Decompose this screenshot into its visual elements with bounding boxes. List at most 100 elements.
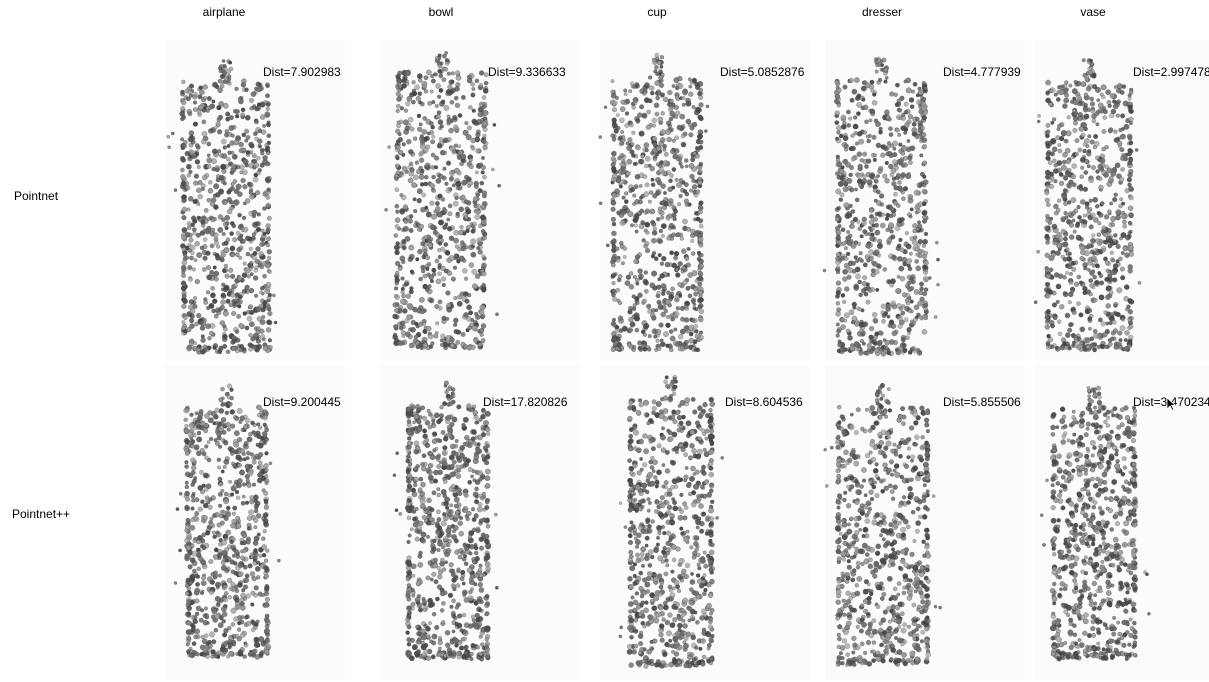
- point: [224, 392, 230, 397]
- point: [223, 498, 229, 505]
- point: [1100, 321, 1106, 327]
- point: [209, 103, 215, 109]
- point: [190, 470, 196, 475]
- point: [238, 141, 244, 148]
- point: [1128, 251, 1134, 257]
- point: [237, 304, 242, 309]
- point: [221, 231, 226, 237]
- point: [904, 305, 910, 312]
- point: [433, 333, 439, 339]
- point: [655, 95, 660, 101]
- point: [884, 340, 890, 346]
- point: [238, 294, 243, 300]
- point: [247, 563, 253, 569]
- point: [192, 618, 198, 625]
- point: [260, 151, 265, 156]
- point: [1044, 324, 1050, 330]
- point: [245, 478, 250, 483]
- point: [1083, 107, 1088, 113]
- point: [663, 331, 669, 338]
- point: [481, 254, 486, 259]
- point: [180, 137, 185, 142]
- point: [184, 460, 189, 465]
- point: [1051, 252, 1056, 257]
- point: [448, 255, 455, 262]
- point: [872, 317, 879, 324]
- point: [891, 254, 897, 260]
- point: [197, 485, 204, 491]
- point: [191, 267, 196, 272]
- point: [1089, 283, 1094, 288]
- point: [436, 517, 442, 522]
- point: [677, 333, 684, 340]
- point: [1113, 304, 1118, 308]
- point: [690, 318, 696, 323]
- point: [442, 224, 448, 230]
- point: [213, 232, 219, 238]
- point: [262, 345, 269, 351]
- point: [662, 96, 669, 103]
- point: [217, 476, 223, 482]
- point: [659, 261, 665, 266]
- point: [656, 146, 662, 152]
- point: [187, 111, 193, 117]
- point: [213, 654, 218, 659]
- point: [475, 209, 481, 215]
- point: [1092, 197, 1098, 203]
- point: [272, 293, 276, 298]
- point: [180, 89, 185, 95]
- point: [438, 69, 444, 75]
- point: [837, 181, 844, 187]
- point: [216, 552, 223, 558]
- point: [862, 341, 866, 346]
- point: [1060, 228, 1066, 234]
- point: [1079, 187, 1084, 192]
- point: [611, 192, 618, 199]
- point: [907, 266, 913, 272]
- point: [264, 597, 270, 602]
- point: [447, 203, 453, 209]
- point: [687, 293, 693, 299]
- point: [264, 602, 270, 607]
- point: [394, 224, 400, 229]
- point: [1080, 132, 1086, 138]
- point: [884, 216, 890, 221]
- point: [610, 133, 615, 138]
- point: [405, 293, 411, 299]
- point: [240, 82, 247, 88]
- point: [452, 265, 458, 270]
- point: [458, 255, 465, 262]
- point: [401, 165, 408, 172]
- point: [675, 110, 681, 116]
- point: [866, 342, 872, 349]
- point: [235, 252, 240, 257]
- point: [671, 138, 676, 143]
- point: [230, 544, 236, 551]
- point: [861, 97, 866, 102]
- point: [257, 460, 263, 465]
- point: [704, 129, 708, 133]
- point: [200, 334, 205, 339]
- point: [232, 237, 238, 243]
- point: [1076, 301, 1081, 306]
- point: [1044, 233, 1050, 239]
- point: [200, 219, 206, 225]
- point: [181, 206, 188, 213]
- point: [889, 91, 895, 97]
- point: [210, 649, 216, 655]
- point: [1127, 172, 1133, 178]
- point: [212, 345, 217, 350]
- point: [197, 535, 203, 541]
- point: [896, 274, 901, 279]
- point: [450, 79, 455, 84]
- point: [921, 329, 928, 335]
- point: [474, 78, 480, 84]
- point: [231, 311, 237, 316]
- point: [851, 301, 857, 307]
- point: [1063, 211, 1068, 216]
- point: [1126, 304, 1131, 309]
- point: [188, 143, 194, 148]
- point: [423, 248, 428, 253]
- point: [1118, 127, 1123, 133]
- point: [240, 177, 246, 184]
